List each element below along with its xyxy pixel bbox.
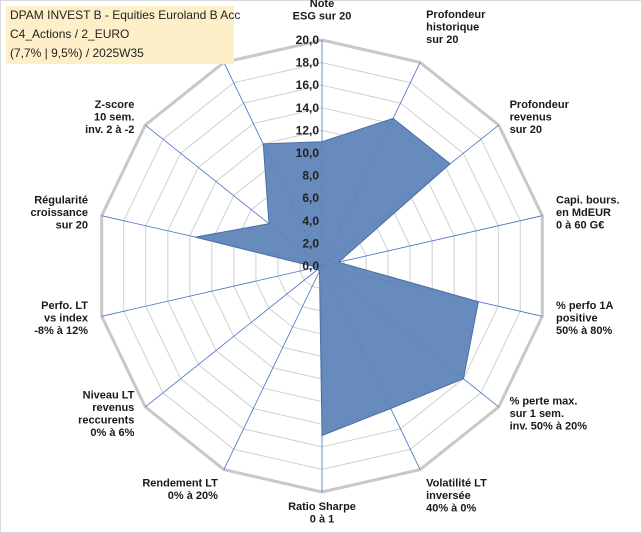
axis-label-5: % perte max. sur 1 sem. inv. 50% à 20% (510, 396, 588, 433)
axis-label-7: Ratio Sharpe 0 à 1 (288, 501, 356, 526)
axis-label-9: Niveau LT revenus reccurents 0% à 6% (78, 389, 135, 439)
axis-label-1: Profondeur historique sur 20 (426, 9, 486, 46)
fund-name: DPAM INVEST B - Equities Euroland B Acc (10, 8, 241, 22)
axis-label-0: Note ESG sur 20 (293, 0, 352, 23)
tick-label: 12,0 (296, 123, 320, 137)
tick-label: 0,0 (302, 259, 319, 273)
radar-tick-labels: 0,0 2,0 4,0 6,0 8,0 10,0 12,0 14,0 16,0 18,0 20,0 (296, 33, 320, 273)
axis-label-10: Perfo. LT vs index -8% à 12% (34, 300, 89, 337)
axis-spoke (145, 265, 323, 408)
tick-label: 8,0 (302, 169, 319, 183)
axis-label-11: Régularité croissance sur 20 (31, 194, 88, 231)
axis-label-2: Profondeur revenus sur 20 (510, 99, 570, 136)
tick-label: 4,0 (302, 214, 319, 228)
fund-period: (7,7% | 9,5%) / 2025W35 (10, 46, 144, 60)
axis-label-6: Volatilité LT inversée 40% à 0% (426, 477, 487, 514)
tick-label: 20,0 (296, 33, 320, 47)
axis-label-8: Rendement LT 0% à 20% (142, 477, 218, 502)
tick-label: 6,0 (302, 191, 319, 205)
tick-label: 2,0 (302, 236, 319, 250)
axis-spoke (223, 265, 323, 470)
series-area (195, 117, 479, 437)
axis-spoke (101, 265, 323, 317)
axis-label-3: Capi. bours. en MdEUR 0 à 60 G€ (556, 194, 620, 231)
tick-label: 16,0 (296, 78, 320, 92)
radar-series (195, 117, 479, 437)
tick-label: 10,0 (296, 146, 320, 160)
axis-label-12: Z-score 10 sem. inv. 2 à -2 (85, 99, 134, 136)
fund-title-box: DPAM INVEST B - Equities Euroland B Acc … (6, 6, 241, 64)
axis-spoke (321, 215, 543, 267)
axis-label-4: % perfo 1A positive 50% à 80% (556, 300, 614, 337)
fund-category: C4_Actions / 2_EURO (10, 27, 130, 41)
tick-label: 14,0 (296, 101, 320, 115)
tick-label: 18,0 (296, 56, 320, 70)
